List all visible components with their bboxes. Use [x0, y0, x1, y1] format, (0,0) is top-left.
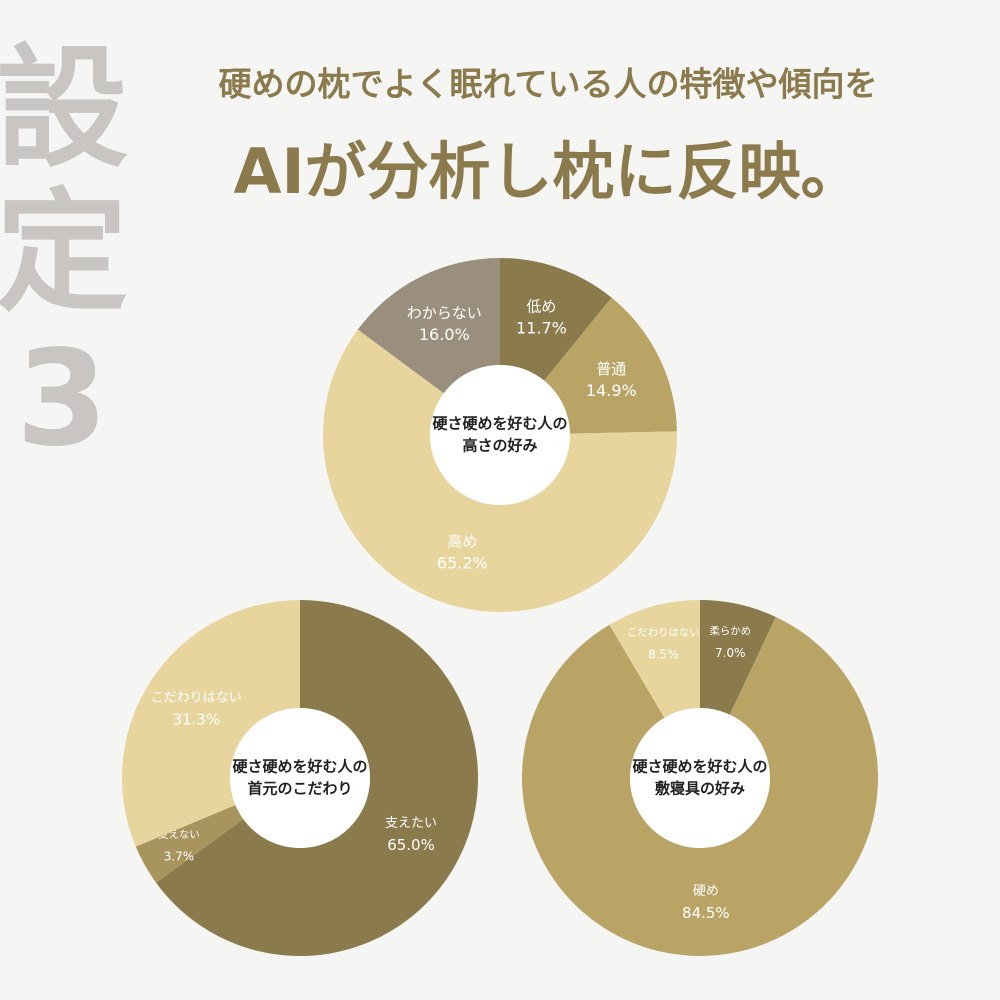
chart-title: 硬さ硬めを好む人の — [632, 758, 767, 776]
pie-slice — [609, 600, 700, 718]
pie-slice — [121, 600, 300, 847]
slice-value: 65.2% — [437, 554, 488, 573]
pie-slice — [521, 616, 878, 956]
donut-hole — [430, 365, 570, 505]
slice-value: 8.5% — [648, 648, 679, 662]
slice-label: こだわりはない — [627, 627, 700, 639]
pie-slice — [544, 297, 677, 434]
title-line: 硬めの枕でよく眠れている人の特徴や傾向を — [218, 65, 877, 104]
pie-slice — [500, 258, 612, 381]
pie-slice — [135, 804, 244, 883]
slice-label: わからない — [407, 304, 482, 322]
slice-value: 14.9% — [586, 381, 637, 400]
slice-label: こだわりはない — [151, 690, 242, 705]
donut-hole — [230, 708, 370, 848]
chart-title: 高さの好み — [462, 437, 537, 455]
slice-label: 硬め — [693, 884, 719, 899]
slice-value: 65.0% — [387, 836, 435, 854]
pie-slice — [323, 329, 678, 612]
slice-value: 31.3% — [172, 710, 220, 728]
chart-title: 敷寝具の好み — [655, 780, 745, 798]
slice-value: 84.5% — [682, 904, 730, 922]
side-label: 定 — [0, 176, 128, 330]
pie-slice — [357, 258, 500, 394]
slice-label: 柔らかめ — [710, 626, 752, 638]
slice-value: 11.7% — [516, 319, 567, 338]
slice-label: 高め — [447, 533, 477, 551]
donut-hole — [630, 708, 770, 848]
slice-label: 支えたい — [385, 816, 437, 831]
slice-label: 普通 — [596, 360, 626, 378]
chart-title: 硬さ硬めを好む人の — [432, 415, 567, 433]
side-label: 3 — [16, 322, 108, 476]
pie-slice — [700, 600, 776, 715]
title-line: AIが分析し枕に反映。 — [233, 135, 862, 208]
chart-title: 首元のこだわり — [247, 780, 352, 798]
side-label: 設 — [0, 32, 128, 186]
chart-title: 硬さ硬めを好む人の — [232, 758, 367, 776]
pie-slice — [155, 600, 478, 956]
slice-label: 低め — [526, 298, 556, 316]
slice-value: 3.7% — [164, 850, 195, 864]
slice-value: 16.0% — [419, 325, 470, 344]
slice-value: 7.0% — [715, 646, 746, 660]
